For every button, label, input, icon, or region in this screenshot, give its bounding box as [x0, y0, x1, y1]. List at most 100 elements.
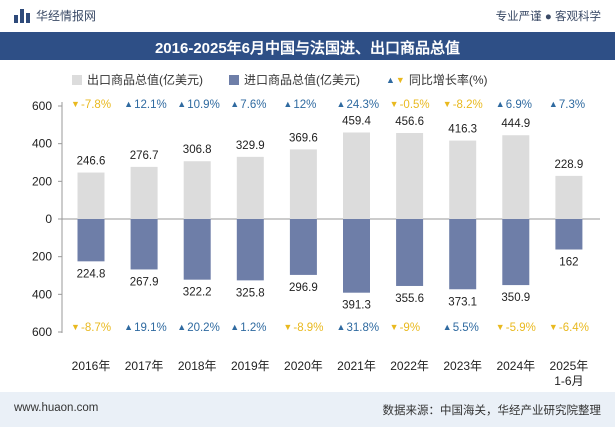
import-growth-label: -5.9% — [506, 322, 536, 334]
import-bar — [236, 219, 264, 281]
export-growth-label: -7.8% — [81, 99, 111, 111]
import-growth-down-icon: ▼ — [71, 322, 80, 332]
export-bar — [130, 166, 158, 219]
x-tick-label: 2024年 — [496, 359, 535, 373]
export-growth-label: 6.9% — [506, 99, 532, 111]
chart-title: 2016-2025年6月中国与法国进、出口商品总值 — [154, 40, 461, 57]
legend-export-label: 出口商品总值(亿美元) — [87, 73, 203, 87]
export-growth-label: 7.3% — [559, 99, 585, 111]
export-growth-label: 12.1% — [134, 99, 167, 111]
brand: 华经情报网 — [14, 7, 96, 24]
export-value-label: 459.4 — [342, 115, 371, 127]
import-value-label: 373.1 — [448, 296, 477, 308]
x-tick-label: 1-6月 — [554, 374, 583, 388]
export-growth-up-icon: ▲ — [496, 99, 505, 109]
import-value-label: 224.8 — [77, 268, 106, 280]
import-value-label: 322.2 — [183, 287, 212, 299]
import-growth-label: 5.5% — [453, 322, 479, 334]
export-growth-label: 12% — [293, 99, 316, 111]
export-value-label: 276.7 — [130, 150, 159, 162]
export-growth-up-icon: ▲ — [549, 99, 558, 109]
import-growth-label: -8.7% — [81, 322, 111, 334]
import-bar — [449, 219, 477, 290]
import-growth-label: -9% — [400, 322, 420, 334]
export-growth-up-icon: ▲ — [337, 99, 346, 109]
footer: www.huaon.com 数据来源：中国海关，华经产业研究院整理 — [0, 392, 615, 427]
import-growth-label: -8.9% — [293, 322, 323, 334]
export-growth-down-icon: ▼ — [443, 99, 452, 109]
export-growth-label: -8.2% — [453, 99, 483, 111]
import-value-label: 391.3 — [342, 300, 371, 312]
export-value-label: 369.6 — [289, 132, 318, 144]
y-tick-label: 400 — [32, 137, 52, 151]
import-value-label: 355.6 — [395, 293, 424, 305]
import-value-label: 296.9 — [289, 282, 318, 294]
title-bar: 2016-2025年6月中国与法国进、出口商品总值 — [0, 32, 615, 60]
export-growth-up-icon: ▲ — [283, 99, 292, 109]
export-growth-up-icon: ▲ — [230, 99, 239, 109]
export-growth-label: -0.5% — [400, 99, 430, 111]
export-value-label: 306.8 — [183, 144, 212, 156]
y-tick-label: 200 — [32, 250, 52, 264]
export-growth-label: 10.9% — [187, 99, 220, 111]
x-tick-label: 2025年 — [550, 359, 589, 373]
x-tick-label: 2016年 — [72, 359, 111, 373]
legend-import-swatch — [229, 74, 239, 85]
y-tick-label: 600 — [32, 99, 52, 113]
bar-chart-logo-icon — [14, 8, 30, 24]
export-bar — [502, 135, 530, 219]
import-growth-up-icon: ▲ — [443, 322, 452, 332]
export-value-label: 329.9 — [236, 140, 265, 152]
x-tick-label: 2018年 — [178, 359, 217, 373]
import-bar — [396, 219, 424, 286]
import-growth-up-icon: ▲ — [124, 322, 133, 332]
export-growth-down-icon: ▼ — [390, 99, 399, 109]
legend-growth: ▲ ▼ 同比增长率(%) — [386, 71, 488, 88]
import-growth-label: 20.2% — [187, 322, 220, 334]
export-bar — [396, 133, 424, 219]
export-bar — [289, 149, 317, 219]
export-value-label: 228.9 — [555, 159, 584, 171]
export-growth-label: 7.6% — [240, 99, 266, 111]
import-growth-label: 19.1% — [134, 322, 167, 334]
import-value-label: 350.9 — [501, 292, 530, 304]
import-bar — [183, 219, 211, 280]
x-tick-label: 2020年 — [284, 359, 323, 373]
import-value-label: 162 — [559, 257, 578, 269]
import-bar — [555, 219, 583, 250]
triangle-down-icon: ▼ — [395, 74, 405, 85]
import-growth-label: -6.4% — [559, 322, 589, 334]
export-bar — [236, 156, 264, 219]
export-growth-up-icon: ▲ — [124, 99, 133, 109]
legend-export: 出口商品总值(亿美元) — [72, 71, 203, 88]
y-tick-label: 200 — [32, 174, 52, 188]
import-bar — [502, 219, 530, 286]
import-bar — [130, 219, 158, 270]
export-value-label: 444.9 — [501, 118, 530, 130]
import-growth-up-icon: ▲ — [337, 322, 346, 332]
import-growth-label: 1.2% — [240, 322, 266, 334]
x-tick-label: 2023年 — [443, 359, 482, 373]
import-growth-down-icon: ▼ — [283, 322, 292, 332]
import-growth-up-icon: ▲ — [230, 322, 239, 332]
import-growth-down-icon: ▼ — [496, 322, 505, 332]
export-value-label: 416.3 — [448, 124, 477, 136]
export-growth-up-icon: ▲ — [177, 99, 186, 109]
y-tick-label: 400 — [32, 287, 52, 301]
x-tick-label: 2021年 — [337, 359, 376, 373]
brand-name: 华经情报网 — [36, 9, 97, 23]
import-bar — [77, 219, 105, 262]
x-tick-label: 2019年 — [231, 359, 270, 373]
export-growth-label: 24.3% — [347, 99, 380, 111]
import-bar — [343, 219, 370, 293]
import-bar — [289, 219, 317, 275]
import-value-label: 267.9 — [130, 276, 159, 288]
x-tick-label: 2022年 — [390, 359, 429, 373]
export-bar — [555, 175, 583, 219]
tagline: 专业严谨 ● 客观科学 — [495, 11, 601, 23]
x-tick-label: 2017年 — [125, 359, 164, 373]
legend-export-swatch — [72, 74, 82, 85]
export-bar — [183, 161, 211, 219]
triangle-up-icon: ▲ — [386, 74, 395, 85]
